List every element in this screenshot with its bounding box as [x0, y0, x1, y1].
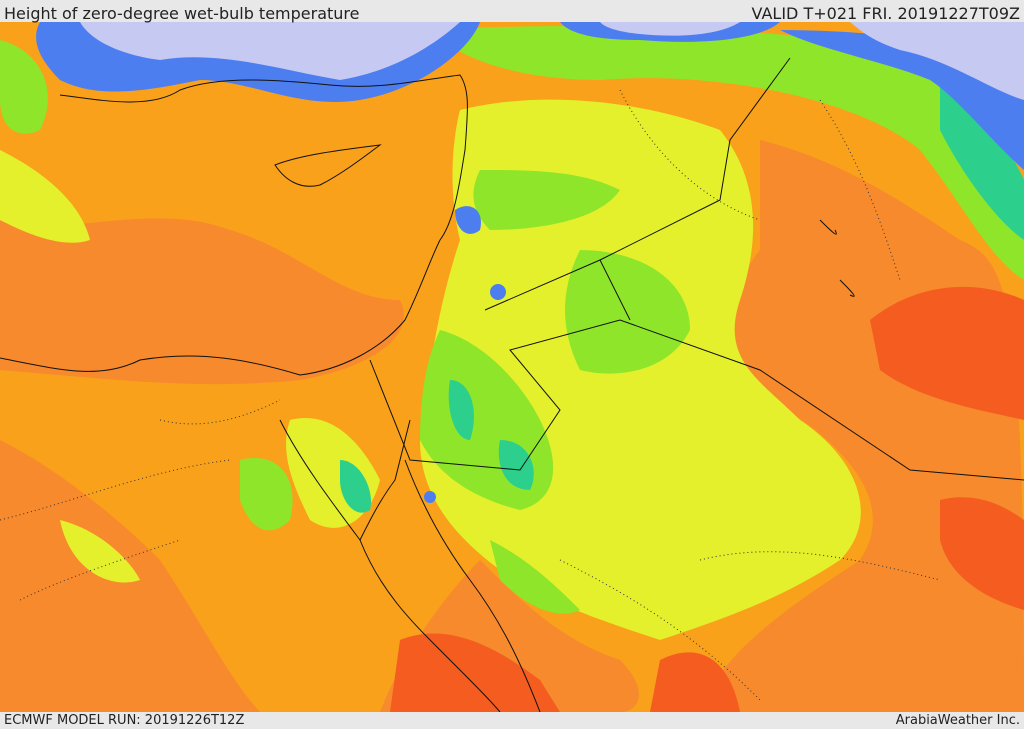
internal-boundaries — [0, 89, 941, 701]
coastlines-borders — [0, 57, 1024, 712]
valid-time: VALID T+021 FRI. 20191227T09Z — [751, 4, 1020, 23]
footer-bar: ECMWF MODEL RUN: 20191226T12Z ArabiaWeat… — [0, 712, 1024, 729]
model-run: ECMWF MODEL RUN: 20191226T12Z — [4, 713, 245, 728]
header-bar: Height of zero-degree wet-bulb temperatu… — [0, 0, 1024, 23]
field-teal — [340, 80, 1024, 513]
field-lavender — [80, 22, 1024, 100]
field-green — [0, 26, 1024, 614]
credit: ArabiaWeather Inc. — [895, 713, 1020, 728]
field-red — [390, 286, 1024, 712]
map-title: Height of zero-degree wet-bulb temperatu… — [4, 4, 360, 23]
map — [0, 22, 1024, 712]
